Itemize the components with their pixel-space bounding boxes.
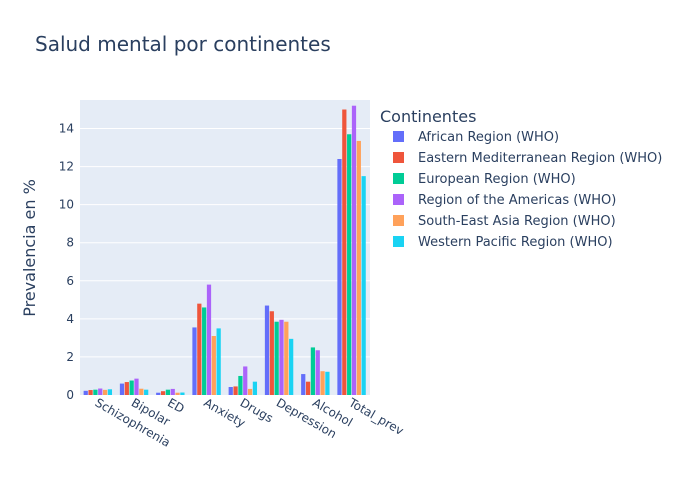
legend-swatch: [393, 236, 404, 247]
bar: [165, 389, 171, 395]
y-tick-label: 14: [59, 122, 74, 136]
y-tick-label: 12: [59, 160, 74, 174]
bar: [216, 328, 221, 395]
y-axis-ticks: 0 2 4 6 8 10 12 14: [59, 122, 74, 402]
bars: [83, 105, 366, 396]
bar: [337, 159, 342, 395]
legend-swatch: [393, 215, 404, 226]
legend-label: Eastern Mediterranean Region (WHO): [418, 151, 662, 166]
legend-items: African Region (WHO) Eastern Mediterranea…: [393, 130, 662, 250]
legend-label: African Region (WHO): [418, 130, 559, 145]
bar: [197, 303, 202, 395]
y-tick-label: 0: [66, 388, 74, 402]
bar: [301, 374, 306, 395]
bar: [93, 389, 98, 395]
bar: [119, 383, 125, 395]
bar: [243, 366, 248, 395]
bar: [315, 350, 320, 395]
bar: [129, 380, 134, 395]
bar: [134, 378, 139, 395]
y-axis-title: Prevalencia en %: [20, 179, 39, 317]
bar: [83, 390, 88, 395]
legend-swatch: [393, 173, 404, 184]
bar: [160, 391, 166, 395]
bar: [347, 134, 352, 396]
bar: [107, 389, 113, 395]
legend-label: Region of the Americas (WHO): [418, 193, 616, 208]
y-tick-label: 8: [66, 236, 74, 250]
legend-label: European Region (WHO): [418, 172, 576, 187]
legend-title: Continentes: [380, 107, 476, 126]
y-tick-label: 4: [66, 312, 74, 326]
bar: [269, 311, 274, 395]
bar: [289, 338, 294, 395]
bar: [310, 347, 316, 395]
bar: [233, 386, 238, 395]
bar: [202, 307, 207, 395]
legend-swatch: [393, 152, 404, 163]
bar: [206, 284, 212, 395]
bar: [325, 371, 330, 395]
chart-title: Salud mental por continentes: [35, 32, 331, 56]
bar: [156, 392, 161, 395]
legend-label: South-East Asia Region (WHO): [418, 214, 616, 229]
y-tick-label: 2: [66, 350, 74, 364]
bar: [264, 305, 270, 395]
bar: [124, 382, 129, 395]
bar: [342, 109, 347, 396]
bar: [180, 392, 185, 395]
bar: [88, 390, 93, 395]
bar: [247, 388, 253, 395]
bar: [356, 140, 361, 395]
bar: [274, 321, 279, 395]
bar: [175, 392, 180, 395]
bar: [284, 321, 289, 395]
bar: [320, 371, 325, 395]
bar: [252, 381, 258, 395]
bar: [279, 319, 284, 395]
bar: [351, 105, 357, 395]
bar: [102, 389, 108, 395]
bar: [238, 375, 243, 395]
y-tick-label: 6: [66, 274, 74, 288]
bar: [170, 388, 175, 395]
legend: Continentes African Region (WHO) Eastern …: [380, 107, 662, 250]
legend-swatch: [393, 131, 404, 142]
bar: [192, 327, 197, 395]
bar: [361, 176, 366, 395]
legend-label: Western Pacific Region (WHO): [418, 235, 613, 250]
plot-area: [80, 100, 370, 395]
bar: [139, 388, 144, 395]
bar: [144, 389, 149, 395]
grid-lines: [80, 128, 370, 358]
bar: [211, 336, 216, 395]
legend-swatch: [393, 194, 404, 205]
bar: [228, 387, 233, 395]
bar: [98, 388, 103, 395]
y-tick-label: 10: [59, 198, 74, 212]
bar: [305, 381, 311, 395]
